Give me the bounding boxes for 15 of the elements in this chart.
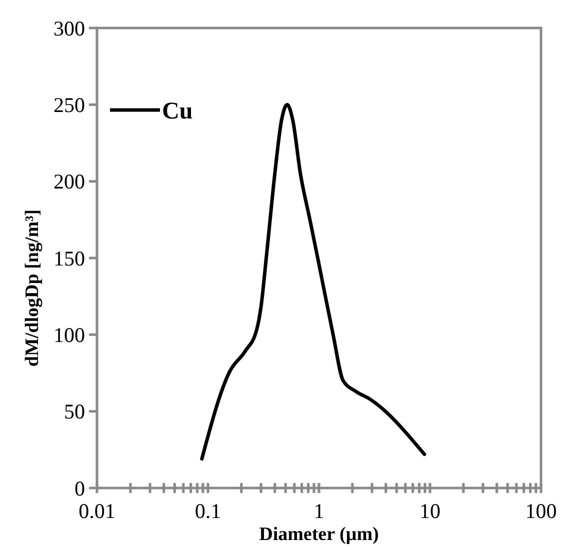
x-tick-label: 1 bbox=[314, 499, 324, 523]
y-tick-label: 100 bbox=[54, 323, 85, 348]
y-tick-label: 150 bbox=[54, 246, 85, 270]
legend-label: Cu bbox=[162, 98, 193, 124]
x-tick-label: 100 bbox=[525, 499, 557, 523]
y-tick-label: 250 bbox=[54, 93, 85, 118]
x-tick-label: 0.01 bbox=[78, 499, 116, 523]
x-axis-title: Diameter (µm) bbox=[259, 524, 379, 545]
y-tick-label: 0 bbox=[74, 476, 85, 500]
y-tick-label: 300 bbox=[54, 16, 85, 40]
y-axis-title: dM/dlogDp [ng/m³] bbox=[22, 209, 43, 367]
x-tick-label: 10 bbox=[420, 499, 440, 523]
y-tick-label: 200 bbox=[54, 170, 85, 194]
x-tick-label: 0.1 bbox=[194, 499, 222, 523]
y-tick-label: 50 bbox=[64, 400, 85, 424]
